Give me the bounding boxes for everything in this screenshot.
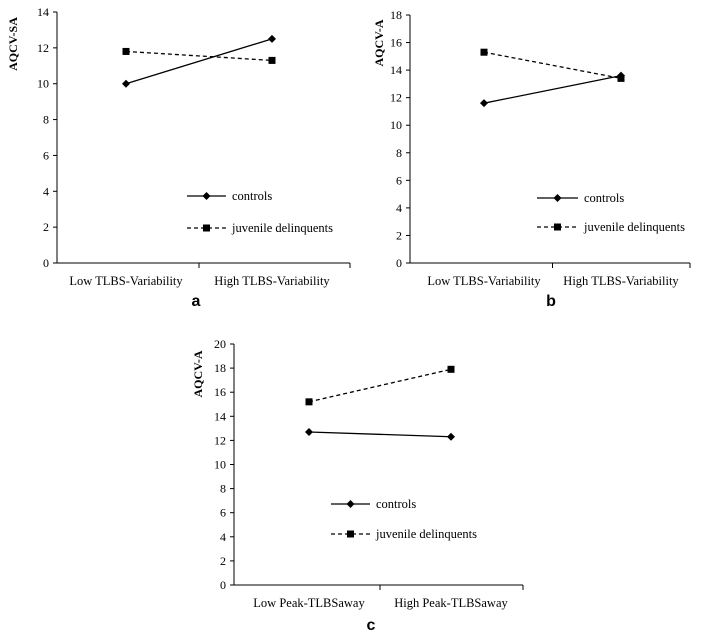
legend-label: controls — [232, 189, 272, 203]
y-tick-label: 10 — [214, 458, 226, 472]
panel-label: a — [192, 293, 201, 310]
data-point-square — [480, 48, 488, 56]
series-line-controls — [483, 74, 622, 104]
legend: controls juvenile delinquents — [187, 189, 333, 235]
series-line-controls — [125, 38, 273, 85]
legend-label: juvenile delinquents — [583, 220, 685, 234]
y-tick-label: 16 — [390, 36, 402, 50]
y-tick-label: 0 — [43, 256, 49, 270]
legend-marker-diamond — [553, 194, 562, 202]
y-tick-label: 6 — [396, 173, 402, 187]
y-tick-label: 6 — [220, 506, 226, 520]
series-line-controls — [308, 431, 452, 438]
y-tick-label: 2 — [43, 220, 49, 234]
y-axis-label: AQCV-A — [191, 350, 205, 397]
y-tick-label: 0 — [220, 578, 226, 592]
y-tick-label: 12 — [214, 433, 226, 447]
y-tick-label: 2 — [396, 228, 402, 242]
y-axis-label: AQCV-SA — [6, 17, 20, 71]
series-line-juvenile-delinquents — [308, 368, 452, 403]
y-axis-label: AQCV-A — [372, 19, 386, 66]
data-point-diamond — [305, 427, 313, 436]
data-point-square — [268, 56, 276, 64]
y-tick-label: 14 — [390, 63, 402, 77]
legend-label: juvenile delinquents — [375, 527, 477, 541]
chart-panel-b: 0 2 4 6 8 10 12 14 16 18 Low TLBS-Variability High … — [372, 8, 691, 310]
chart-panel-c: 0 2 4 6 8 10 12 14 16 18 20 Low Peak-TLBSaway High P… — [191, 337, 524, 634]
legend-marker-square — [554, 223, 561, 231]
y-tick-label: 2 — [220, 554, 226, 568]
y-tick-label: 20 — [214, 337, 226, 351]
x-category-label: Low Peak-TLBSaway — [253, 596, 365, 610]
y-tick-label: 6 — [43, 148, 49, 162]
data-point-diamond — [268, 34, 276, 43]
data-point-square — [447, 365, 455, 373]
legend-label: controls — [376, 497, 416, 511]
data-point-diamond — [447, 432, 455, 441]
legend-marker-diamond — [346, 500, 355, 508]
x-category-label: High Peak-TLBSaway — [394, 596, 508, 610]
y-tick-label: 10 — [390, 118, 402, 132]
data-point-square — [122, 47, 130, 55]
data-point-square — [305, 398, 313, 406]
legend-label: juvenile delinquents — [231, 221, 333, 235]
y-tick-label: 14 — [37, 5, 49, 19]
x-category-label: High TLBS-Variability — [563, 274, 679, 288]
y-tick-label: 12 — [390, 91, 402, 105]
data-point-diamond — [122, 79, 130, 88]
legend-marker-square — [203, 224, 210, 232]
y-tick-label: 12 — [37, 41, 49, 55]
panel-label: b — [546, 293, 556, 310]
y-tick-label: 18 — [214, 361, 226, 375]
y-tick-label: 16 — [214, 385, 226, 399]
legend-label: controls — [584, 191, 624, 205]
legend: controls juvenile delinquents — [331, 497, 477, 541]
chart-panel-a: 0 2 4 6 8 10 12 14 Low TLBS-Variability High TLBS… — [6, 5, 351, 310]
y-tick-label: 10 — [37, 77, 49, 91]
x-category-label: Low TLBS-Variability — [69, 274, 183, 288]
y-tick-label: 8 — [220, 482, 226, 496]
x-category-label: High TLBS-Variability — [214, 274, 330, 288]
x-category-label: Low TLBS-Variability — [427, 274, 541, 288]
y-tick-label: 18 — [390, 8, 402, 22]
y-tick-label: 4 — [220, 530, 226, 544]
y-tick-label: 8 — [43, 113, 49, 127]
series-line-juvenile-delinquents — [483, 51, 622, 80]
y-tick-label: 0 — [396, 256, 402, 270]
y-tick-label: 4 — [43, 184, 49, 198]
legend-marker-diamond — [202, 192, 211, 200]
y-tick-label: 4 — [396, 201, 402, 215]
legend-marker-square — [347, 530, 354, 538]
series-line-juvenile-delinquents — [125, 50, 273, 62]
data-point-square — [617, 74, 625, 82]
data-point-diamond — [480, 99, 488, 108]
y-tick-label: 14 — [214, 409, 226, 423]
panel-label: c — [367, 617, 376, 634]
legend: controls juvenile delinquents — [537, 191, 685, 234]
y-tick-label: 8 — [396, 146, 402, 160]
